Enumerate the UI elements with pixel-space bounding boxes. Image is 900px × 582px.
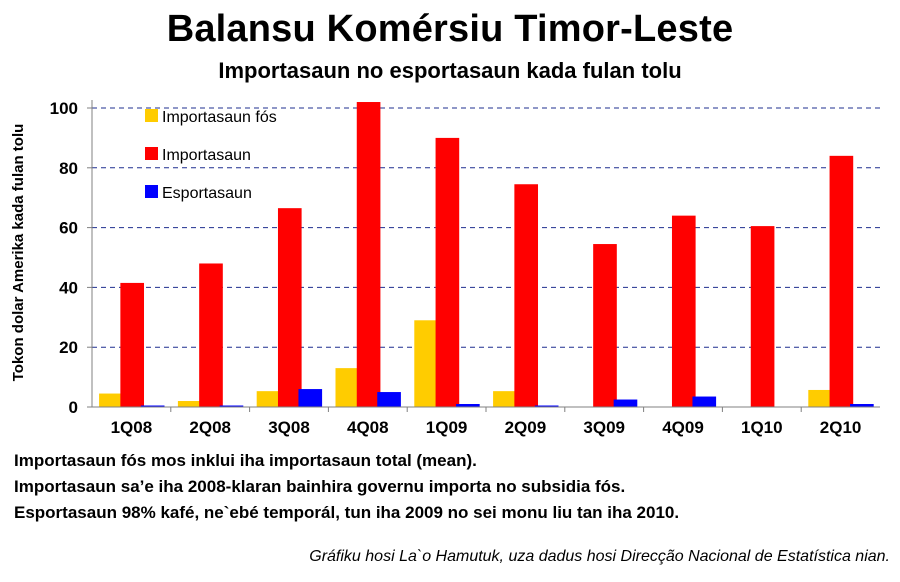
- legend-swatch: [145, 185, 158, 198]
- bar-esportasaun-3q09: [613, 399, 638, 407]
- legend: Importasaun fós Importasaun Esportasaun: [145, 109, 277, 202]
- bar-importasaun-3q09: [593, 244, 617, 407]
- legend-label: Importasaun fós: [162, 109, 277, 126]
- legend-swatch: [145, 109, 158, 122]
- legend-label: Importasaun: [162, 147, 251, 164]
- x-tick-label: 1Q09: [426, 418, 468, 437]
- y-tick-label: 40: [59, 278, 78, 297]
- x-tick-label: 2Q08: [189, 418, 231, 437]
- source-credit: Gráfiku hosi La`o Hamutuk, uza dadus hos…: [309, 548, 890, 565]
- x-tick-label: 3Q08: [268, 418, 310, 437]
- bar-importasaun-fós-3q08: [256, 391, 281, 407]
- bar-esportasaun-2q08: [219, 405, 244, 407]
- x-tick-label: 1Q10: [741, 418, 783, 437]
- chart-title: Balansu Komérsiu Timor-Leste: [166, 8, 734, 50]
- y-tick-labels: 0 20 40 60 80 100: [50, 99, 92, 417]
- bar-esportasaun-4q08: [377, 392, 401, 407]
- bar-importasaun-3q08: [277, 208, 302, 407]
- bar-esportasaun-2q10: [850, 404, 874, 407]
- bar-esportasaun-4q09: [692, 396, 717, 407]
- y-tick-label: 20: [59, 338, 78, 357]
- bars: [99, 102, 874, 408]
- bar-importasaun-fós-2q09: [493, 391, 517, 407]
- y-tick-label: 0: [69, 398, 78, 417]
- bar-importasaun-fós-2q08: [177, 401, 202, 407]
- bar-importasaun-2q08: [199, 263, 223, 407]
- x-tick-label: 4Q08: [347, 418, 389, 437]
- bar-chart: 0 20 40 60 80 100 1Q08 2Q08 3Q08 4Q08 1Q09 2Q09 3Q0…: [10, 99, 880, 437]
- x-tick-label: 1Q08: [111, 418, 153, 437]
- bar-importasaun-fós-2q10: [808, 389, 832, 407]
- legend-label: Esportasaun: [162, 185, 252, 202]
- bar-importasaun-fós-1q09: [414, 320, 438, 407]
- note-line: Importasaun sa’e iha 2008-klaran bainhir…: [14, 477, 626, 496]
- note-line: Importasaun fós mos inklui iha importasa…: [14, 451, 477, 470]
- bar-esportasaun-1q09: [456, 404, 480, 407]
- bar-importasaun-1q10: [750, 226, 775, 407]
- x-tick-label: 3Q09: [583, 418, 625, 437]
- bar-importasaun-4q09: [671, 215, 696, 407]
- x-tick-label: 2Q10: [820, 418, 862, 437]
- bar-importasaun-fós-1q08: [99, 393, 123, 407]
- legend-swatch: [145, 147, 158, 160]
- bar-esportasaun-2q09: [534, 405, 559, 407]
- bar-esportasaun-1q08: [140, 405, 165, 407]
- bar-importasaun-1q08: [120, 282, 145, 407]
- x-tick-label: 2Q09: [505, 418, 547, 437]
- notes: Importasaun fós mos inklui iha importasa…: [14, 448, 894, 526]
- bar-importasaun-2q10: [829, 155, 854, 407]
- chart-subtitle: Importasaun no esportasaun kada fulan to…: [218, 58, 682, 83]
- y-axis-label: Tokon dolar Amerika kada fulan tolu: [10, 124, 27, 382]
- note-line: Esportasaun 98% kafé, ne`ebé temporál, t…: [14, 503, 680, 522]
- bar-esportasaun-3q08: [298, 389, 323, 407]
- y-tick-label: 80: [59, 159, 78, 178]
- bar-importasaun-fós-4q08: [335, 368, 360, 407]
- y-tick-label: 100: [50, 99, 78, 118]
- bar-importasaun-2q09: [514, 184, 539, 407]
- bar-importasaun-1q09: [435, 137, 460, 407]
- x-tick-label: 4Q09: [662, 418, 704, 437]
- x-tick-labels: 1Q08 2Q08 3Q08 4Q08 1Q09 2Q09 3Q09 4Q09 1Q10 2Q10: [111, 407, 862, 437]
- bar-importasaun-4q08: [356, 102, 381, 408]
- y-tick-label: 60: [59, 219, 78, 238]
